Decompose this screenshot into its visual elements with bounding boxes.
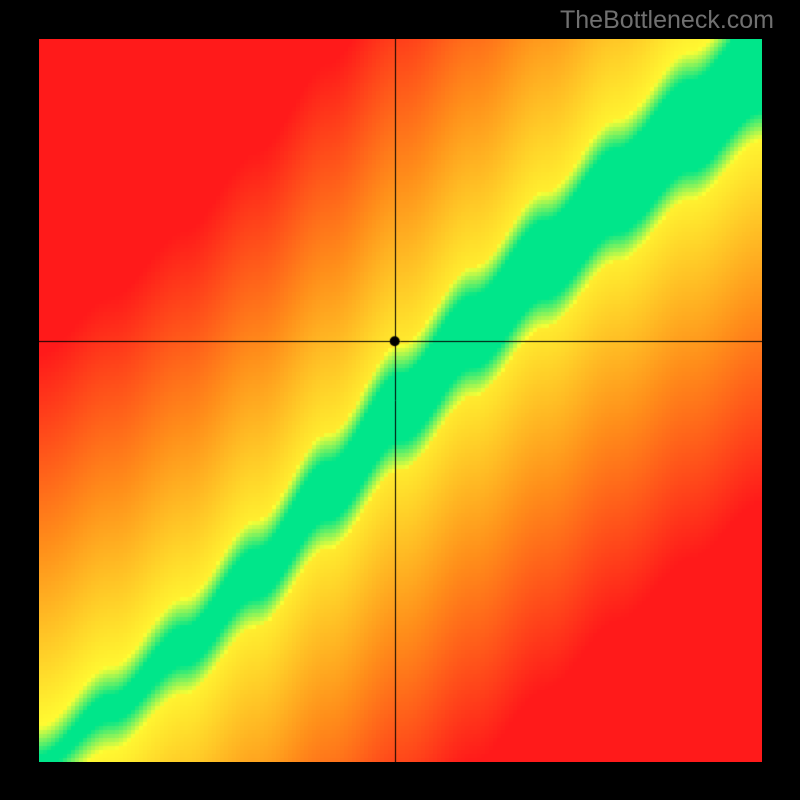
chart-container: TheBottleneck.com	[0, 0, 800, 800]
attribution-label: TheBottleneck.com	[560, 6, 774, 35]
heatmap-canvas	[39, 39, 762, 762]
heatmap-plot	[39, 39, 762, 762]
